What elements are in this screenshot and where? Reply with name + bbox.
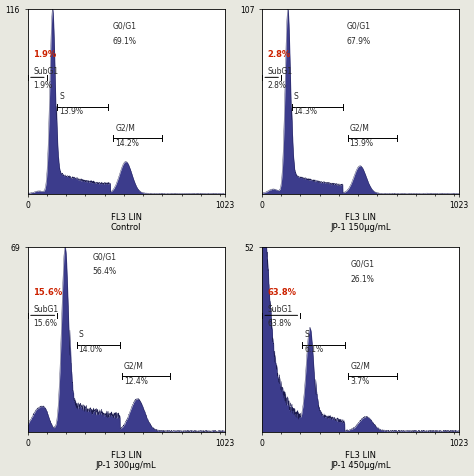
Text: 1.9%: 1.9% <box>34 81 53 90</box>
Text: G2/M: G2/M <box>349 124 369 133</box>
Text: S: S <box>294 92 299 101</box>
Text: G2/M: G2/M <box>124 362 144 371</box>
Text: S: S <box>79 330 83 339</box>
Text: 13.9%: 13.9% <box>59 107 83 116</box>
Text: 15.6%: 15.6% <box>34 319 57 328</box>
Text: 1.9%: 1.9% <box>34 50 57 59</box>
Text: 69.1%: 69.1% <box>112 37 136 46</box>
Text: 14.2%: 14.2% <box>115 139 139 148</box>
Text: 13.9%: 13.9% <box>349 139 374 148</box>
X-axis label: FL3 LIN
Control: FL3 LIN Control <box>110 213 142 232</box>
Text: SubG1: SubG1 <box>34 67 59 76</box>
X-axis label: FL3 LIN
JP-1 300μg/mL: FL3 LIN JP-1 300μg/mL <box>96 451 156 470</box>
Text: 2.8%: 2.8% <box>268 81 287 90</box>
Text: 63.8%: 63.8% <box>268 288 297 297</box>
Text: 12.4%: 12.4% <box>124 377 148 386</box>
Text: 56.4%: 56.4% <box>92 268 117 277</box>
Text: G0/G1: G0/G1 <box>92 253 117 262</box>
Text: 63.8%: 63.8% <box>268 319 292 328</box>
Text: SubG1: SubG1 <box>34 305 59 314</box>
Text: S: S <box>59 92 64 101</box>
Text: 14.3%: 14.3% <box>294 107 318 116</box>
Text: 6.1%: 6.1% <box>304 345 323 354</box>
X-axis label: FL3 LIN
JP-1 150μg/mL: FL3 LIN JP-1 150μg/mL <box>330 213 391 232</box>
Text: 67.9%: 67.9% <box>346 37 371 46</box>
Text: G2/M: G2/M <box>115 124 135 133</box>
Text: G0/G1: G0/G1 <box>350 260 374 269</box>
Text: G0/G1: G0/G1 <box>112 22 136 31</box>
Text: G0/G1: G0/G1 <box>346 22 371 31</box>
Text: 14.0%: 14.0% <box>79 345 103 354</box>
Text: 3.7%: 3.7% <box>350 377 370 386</box>
X-axis label: FL3 LIN
JP-1 450μg/mL: FL3 LIN JP-1 450μg/mL <box>330 451 391 470</box>
Text: 26.1%: 26.1% <box>350 275 374 284</box>
Text: 2.8%: 2.8% <box>268 50 291 59</box>
Text: G2/M: G2/M <box>350 362 370 371</box>
Text: SubG1: SubG1 <box>268 305 293 314</box>
Text: SubG1: SubG1 <box>268 67 293 76</box>
Text: S: S <box>304 330 309 339</box>
Text: 15.6%: 15.6% <box>34 288 63 297</box>
